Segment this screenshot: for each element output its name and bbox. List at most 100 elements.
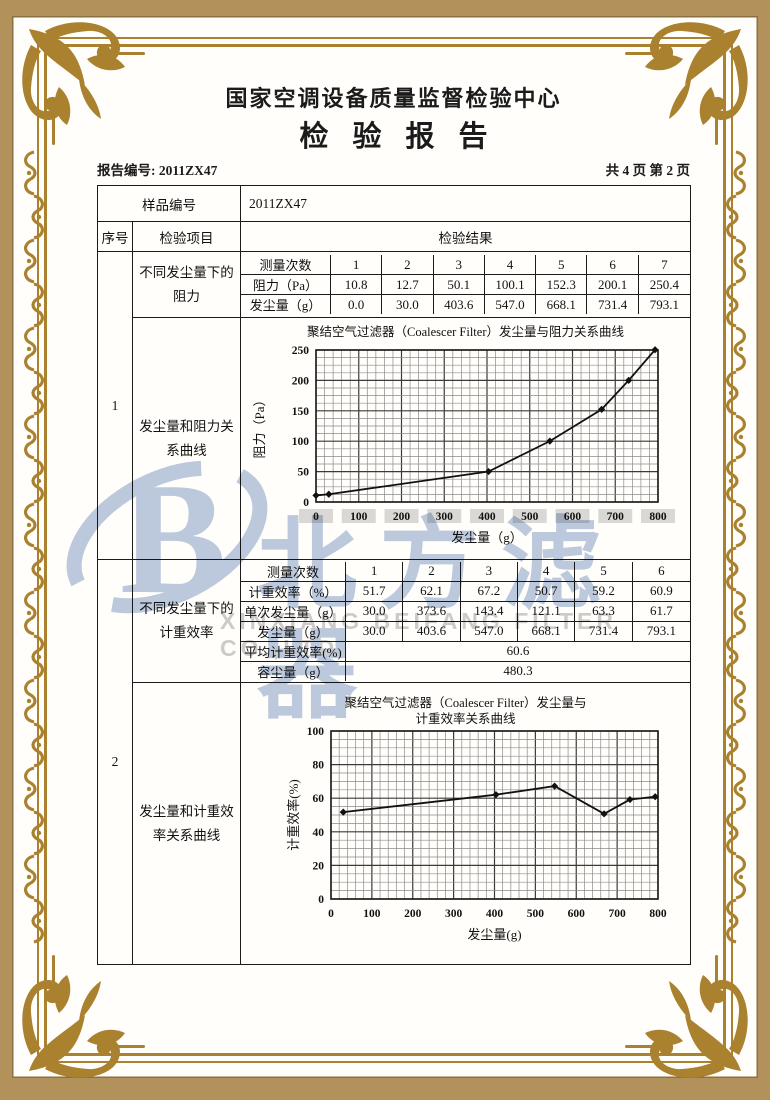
center-name: 国家空调设备质量监督检验中心 bbox=[225, 86, 562, 111]
svg-text:400: 400 bbox=[478, 511, 496, 523]
border-ornament-bottom-right bbox=[625, 955, 748, 1078]
item-label-resistance: 不同发尘量下的阻力 bbox=[132, 251, 241, 318]
resistance-inner-table: 测量次数 1 2 3 4 5 6 7 阻力（Pa） 10.8 12.7 50.1 100.1 152.3 2… bbox=[241, 255, 690, 314]
svg-text:0: 0 bbox=[328, 908, 334, 920]
meta-row: 报告编号: 2011ZX47 共 4 页 第 2 页 bbox=[97, 162, 690, 180]
data-cell: 63.3 bbox=[575, 601, 633, 622]
data-cell: 547.0 bbox=[485, 295, 537, 314]
measure-index: 3 bbox=[460, 561, 518, 582]
data-cell: 668.1 bbox=[517, 621, 576, 642]
data-cell: 403.6 bbox=[434, 295, 485, 314]
item-header: 检验项目 bbox=[132, 221, 241, 252]
y-axis-label: 阻力（Pa） bbox=[252, 393, 267, 458]
data-cell: 10.8 bbox=[331, 275, 383, 295]
efficiency-inner-table: 测量次数 1 2 3 4 5 6 计重效率（%） 51.7 62.1 67.2 50.7 59.2 60.… bbox=[241, 561, 690, 681]
efficiency-chart-title-line2: 计重效率关系曲线 bbox=[415, 711, 516, 726]
data-cell: 50.1 bbox=[433, 275, 485, 295]
svg-text:500: 500 bbox=[526, 908, 544, 920]
seq-1: 1 bbox=[97, 251, 133, 560]
data-cell: 731.4 bbox=[575, 621, 633, 642]
measure-index: 3 bbox=[433, 255, 485, 275]
data-cell: 793.1 bbox=[632, 622, 690, 642]
report-number-value: 2011ZX47 bbox=[158, 163, 218, 178]
document-content: 国家空调设备质量监督检验中心 检验报告 报告编号: 2011ZX47 共 4 页… bbox=[97, 86, 691, 965]
sample-no-label: 样品编号 bbox=[97, 185, 241, 222]
data-cell: 60.9 bbox=[632, 582, 690, 602]
resistance-table-cell: 测量次数 1 2 3 4 5 6 7 阻力（Pa） 10.8 12.7 50.1 100.1 152.3 2… bbox=[240, 251, 691, 318]
svg-text:0: 0 bbox=[303, 497, 309, 509]
results-table: 样品编号 2011ZX47 序号 检验项目 检验结果 1 不同发尘量下的阻力 测… bbox=[97, 185, 691, 965]
svg-text:100: 100 bbox=[306, 727, 324, 738]
svg-text:0: 0 bbox=[318, 894, 324, 906]
span-value-cell: 60.6 bbox=[346, 642, 690, 662]
item-label-efficiency-curve: 发尘量和计重效率关系曲线 bbox=[132, 682, 241, 965]
row-label: 容尘量（g） bbox=[241, 661, 346, 681]
data-cell: 61.7 bbox=[632, 602, 690, 622]
data-cell: 200.1 bbox=[587, 275, 639, 295]
svg-text:700: 700 bbox=[606, 511, 624, 523]
report-number: 报告编号: 2011ZX47 bbox=[97, 162, 217, 180]
svg-text:200: 200 bbox=[291, 375, 309, 387]
svg-text:400: 400 bbox=[485, 908, 503, 920]
measure-index: 2 bbox=[403, 561, 461, 582]
result-header: 检验结果 bbox=[240, 221, 691, 252]
svg-text:300: 300 bbox=[445, 908, 463, 920]
svg-text:250: 250 bbox=[291, 345, 309, 357]
measure-index: 2 bbox=[382, 255, 434, 275]
measure-index: 4 bbox=[484, 255, 537, 275]
svg-text:50: 50 bbox=[297, 467, 309, 479]
data-cell: 0.0 bbox=[331, 295, 383, 314]
data-cell: 12.7 bbox=[382, 275, 434, 295]
efficiency-table-cell: 测量次数 1 2 3 4 5 6 计重效率（%） 51.7 62.1 67.2 50.7 59.2 60.… bbox=[240, 559, 691, 683]
sample-no-value: 2011ZX47 bbox=[240, 185, 691, 222]
grid bbox=[329, 729, 659, 900]
row-label: 计重效率（%） bbox=[241, 581, 346, 602]
svg-text:700: 700 bbox=[608, 908, 626, 920]
data-cell: 51.7 bbox=[346, 581, 404, 602]
svg-text:800: 800 bbox=[649, 908, 667, 920]
data-curve bbox=[342, 784, 655, 815]
measure-index: 1 bbox=[346, 561, 404, 582]
data-curve bbox=[315, 349, 656, 497]
y-axis-label: 计重效率(%) bbox=[286, 779, 301, 851]
svg-text:600: 600 bbox=[567, 908, 585, 920]
svg-text:200: 200 bbox=[392, 511, 410, 523]
svg-text:40: 40 bbox=[312, 826, 324, 838]
scan-smudges bbox=[298, 509, 675, 523]
data-cell: 250.4 bbox=[638, 275, 690, 295]
data-cell: 403.6 bbox=[403, 621, 461, 642]
resistance-chart: 0 100 200 300 400 500 600 700 800 0 50 100 150 200 250… bbox=[252, 345, 675, 545]
x-axis-label: 发尘量(g) bbox=[467, 927, 521, 942]
resistance-chart-cell: 聚结空气过滤器（Coalescer Filter）发尘量与阻力关系曲线 0 100… bbox=[240, 317, 691, 560]
measure-index: 5 bbox=[575, 561, 633, 582]
data-markers bbox=[339, 782, 659, 817]
svg-text:300: 300 bbox=[435, 511, 453, 523]
data-cell: 373.6 bbox=[403, 601, 461, 622]
svg-text:100: 100 bbox=[350, 511, 368, 523]
svg-text:800: 800 bbox=[649, 511, 667, 523]
border-scroll-right bbox=[725, 150, 747, 944]
row-label: 发尘量（g） bbox=[241, 295, 331, 314]
svg-text:200: 200 bbox=[404, 908, 422, 920]
data-cell: 100.1 bbox=[484, 275, 537, 295]
span-value-cell: 480.3 bbox=[503, 663, 533, 678]
row-label: 阻力（Pa） bbox=[241, 275, 331, 295]
grid bbox=[314, 349, 659, 503]
data-cell: 67.2 bbox=[460, 581, 518, 602]
data-cell: 731.4 bbox=[587, 295, 639, 314]
page-info: 共 4 页 第 2 页 bbox=[605, 163, 690, 178]
x-axis-label: 发尘量（g） bbox=[451, 530, 523, 545]
data-cell: 668.1 bbox=[536, 295, 588, 314]
measure-index: 6 bbox=[587, 255, 639, 275]
svg-text:600: 600 bbox=[563, 511, 581, 523]
seq-2: 2 bbox=[97, 559, 133, 965]
measure-index: 5 bbox=[536, 255, 588, 275]
data-cell: 152.3 bbox=[536, 275, 588, 295]
x-tick-labels: 0 100 200 300 400 500 600 700 800 bbox=[328, 908, 667, 920]
x-tick-labels: 0 100 200 300 400 500 600 700 800 bbox=[313, 511, 667, 523]
data-cell: 547.0 bbox=[460, 621, 518, 642]
data-cell: 30.0 bbox=[346, 601, 404, 622]
row-label: 发尘量（g） bbox=[241, 621, 346, 642]
data-cell: 793.1 bbox=[649, 296, 679, 312]
